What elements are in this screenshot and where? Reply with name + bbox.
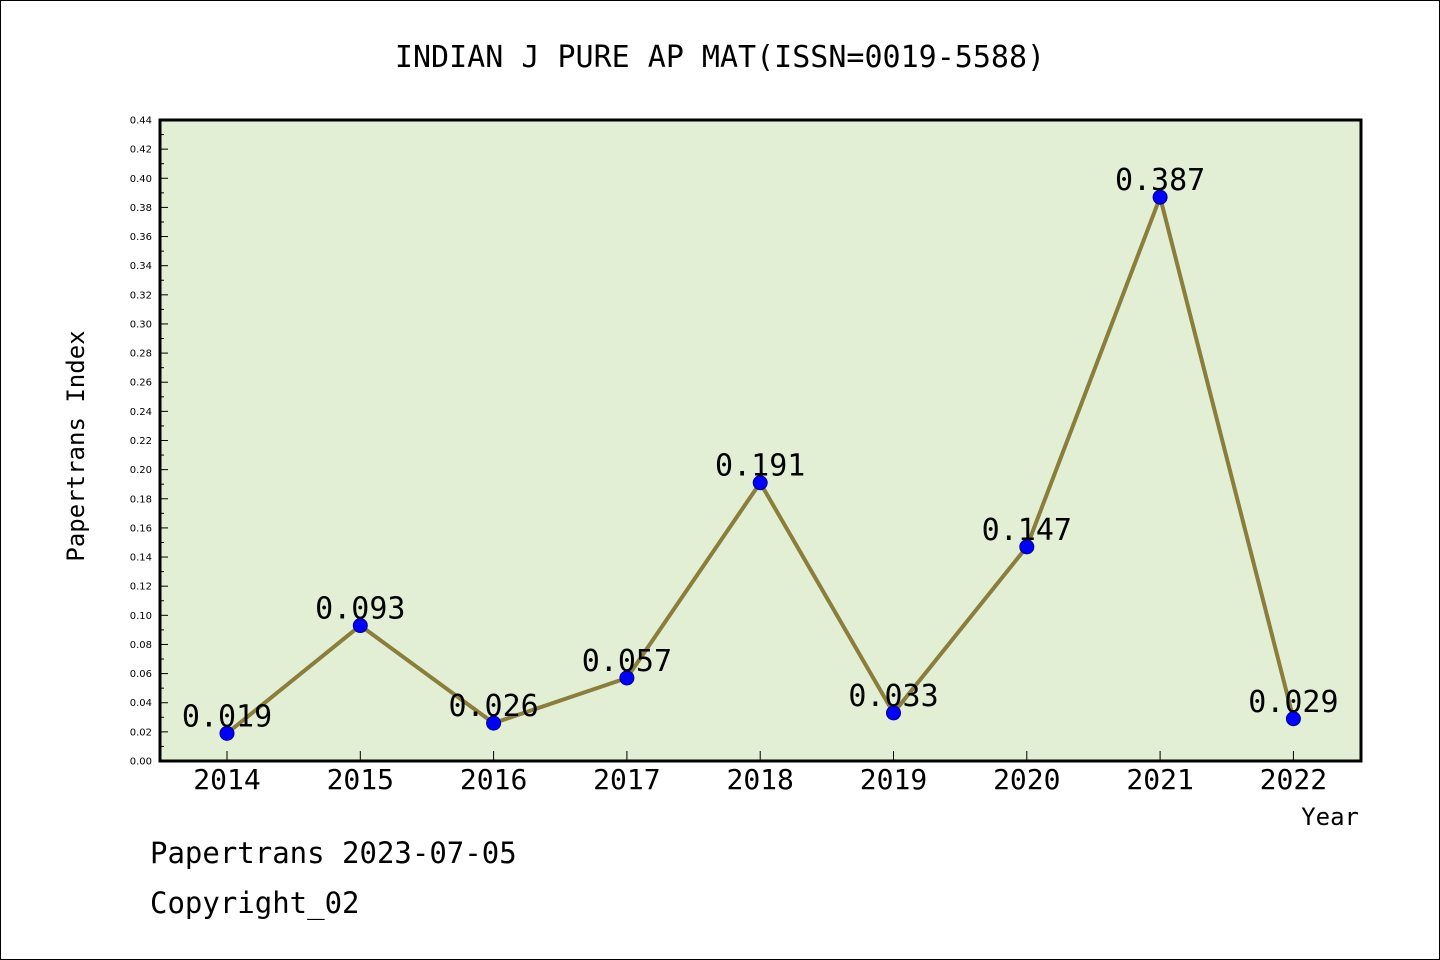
y-tick-label: 0.10 [130, 611, 152, 622]
x-axis: 2014 2015 2016 2017 2018 2019 2020 2021 2022 [193, 751, 1327, 796]
data-point [1152, 189, 1168, 205]
x-tick-label: 2018 [726, 763, 793, 796]
y-axis-label: Papertrans Index [62, 330, 90, 561]
y-tick-label: 0.08 [130, 640, 152, 651]
x-tick-label: 2015 [327, 763, 394, 796]
data-label: 0.029 [1248, 685, 1338, 720]
data-point [352, 618, 368, 634]
plot-area [158, 118, 1363, 763]
data-label: 0.057 [582, 644, 672, 679]
data-label: 0.019 [182, 699, 272, 734]
y-tick-label: 0.18 [130, 494, 152, 505]
y-axis: 0.00 0.02 0.04 0.06 0.08 0.10 0.12 0.14 0.16 0.18… [130, 116, 168, 768]
x-tick-label: 2016 [460, 763, 527, 796]
y-tick-label: 0.28 [130, 349, 152, 360]
x-tick-label: 2021 [1126, 763, 1193, 796]
data-label: 0.191 [715, 449, 805, 484]
data-label-group: 0.019 0.093 0.026 0.057 0.191 0.033 0.147 0.387… [182, 163, 1339, 734]
data-point [486, 715, 502, 731]
data-point [619, 670, 635, 686]
y-tick-label: 0.24 [130, 407, 152, 418]
data-label: 0.093 [315, 592, 405, 627]
y-tick-label: 0.22 [130, 436, 152, 447]
data-point [886, 705, 901, 721]
data-point [1019, 539, 1035, 555]
data-label: 0.026 [448, 689, 538, 724]
data-label: 0.147 [982, 513, 1072, 548]
data-point [1285, 711, 1301, 727]
y-tick-label: 0.32 [130, 290, 152, 301]
data-label: 0.387 [1115, 163, 1205, 198]
data-point [752, 475, 768, 491]
x-tick-label: 2014 [193, 763, 260, 796]
y-tick-label: 0.38 [130, 203, 152, 214]
data-label: 0.033 [848, 679, 938, 714]
y-tick-label: 0.02 [130, 727, 152, 738]
y-tick-label: 0.00 [130, 757, 152, 768]
y-tick-label: 0.36 [130, 232, 152, 243]
y-tick-label: 0.16 [130, 523, 152, 534]
y-tick-label: 0.40 [130, 174, 152, 185]
data-point [219, 725, 235, 741]
y-tick-label: 0.20 [130, 465, 152, 476]
footer-date: Papertrans 2023-07-05 [150, 836, 517, 870]
x-tick-label: 2022 [1260, 763, 1327, 796]
y-tick-label: 0.34 [130, 261, 152, 272]
chart-title: INDIAN J PURE AP MAT(ISSN=0019-5588) [395, 40, 1045, 75]
y-tick-label: 0.30 [130, 319, 152, 330]
y-tick-label: 0.26 [130, 378, 152, 389]
y-tick-label: 0.04 [130, 698, 152, 709]
y-tick-label: 0.44 [130, 116, 152, 127]
x-axis-label: Year [1301, 803, 1359, 831]
y-tick-label: 0.42 [130, 145, 152, 156]
marker-group [219, 189, 1301, 741]
x-tick-label: 2019 [860, 763, 927, 796]
y-tick-label: 0.14 [130, 553, 152, 564]
y-tick-label: 0.12 [130, 582, 152, 593]
y-tick-label: 0.06 [130, 669, 152, 680]
footer-copyright: Copyright_02 [150, 886, 360, 920]
x-tick-label: 2017 [593, 763, 660, 796]
x-tick-label: 2020 [993, 763, 1060, 796]
